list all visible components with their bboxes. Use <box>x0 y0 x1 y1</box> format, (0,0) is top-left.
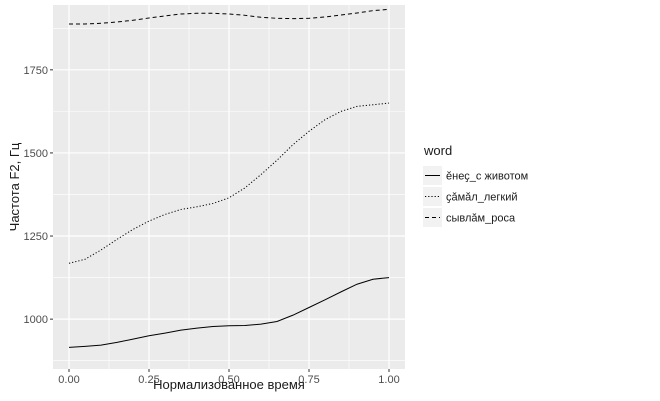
y-tick-label: 1250 <box>24 231 48 243</box>
y-axis-title: Частота F2, Гц <box>7 142 22 231</box>
legend-label: ҫӑмӑл_легкий <box>446 192 517 204</box>
legend-label: сывлӑм_роса <box>446 213 516 225</box>
y-tick-label: 1750 <box>24 65 48 77</box>
x-tick-label: 0.50 <box>218 374 239 386</box>
series-line-2 <box>68 102 390 264</box>
y-tick-label: 1500 <box>24 148 48 160</box>
legend: word ӗнеҫ_с животом ҫӑмӑл_легкий сывлӑм_ро… <box>423 143 528 227</box>
x-tick-label: 0.75 <box>298 374 319 386</box>
x-tick-label: 0.25 <box>138 374 159 386</box>
series-line-3 <box>69 8 390 25</box>
y-tick-label: 1000 <box>24 314 48 326</box>
legend-label: ӗнеҫ_с животом <box>446 171 528 183</box>
x-tick-label: 1.00 <box>378 374 399 386</box>
x-tick-label: 0.00 <box>58 374 79 386</box>
series-line-1 <box>68 277 390 348</box>
x-axis-title: Нормализованное время <box>153 377 305 392</box>
legend-title: word <box>423 143 452 158</box>
